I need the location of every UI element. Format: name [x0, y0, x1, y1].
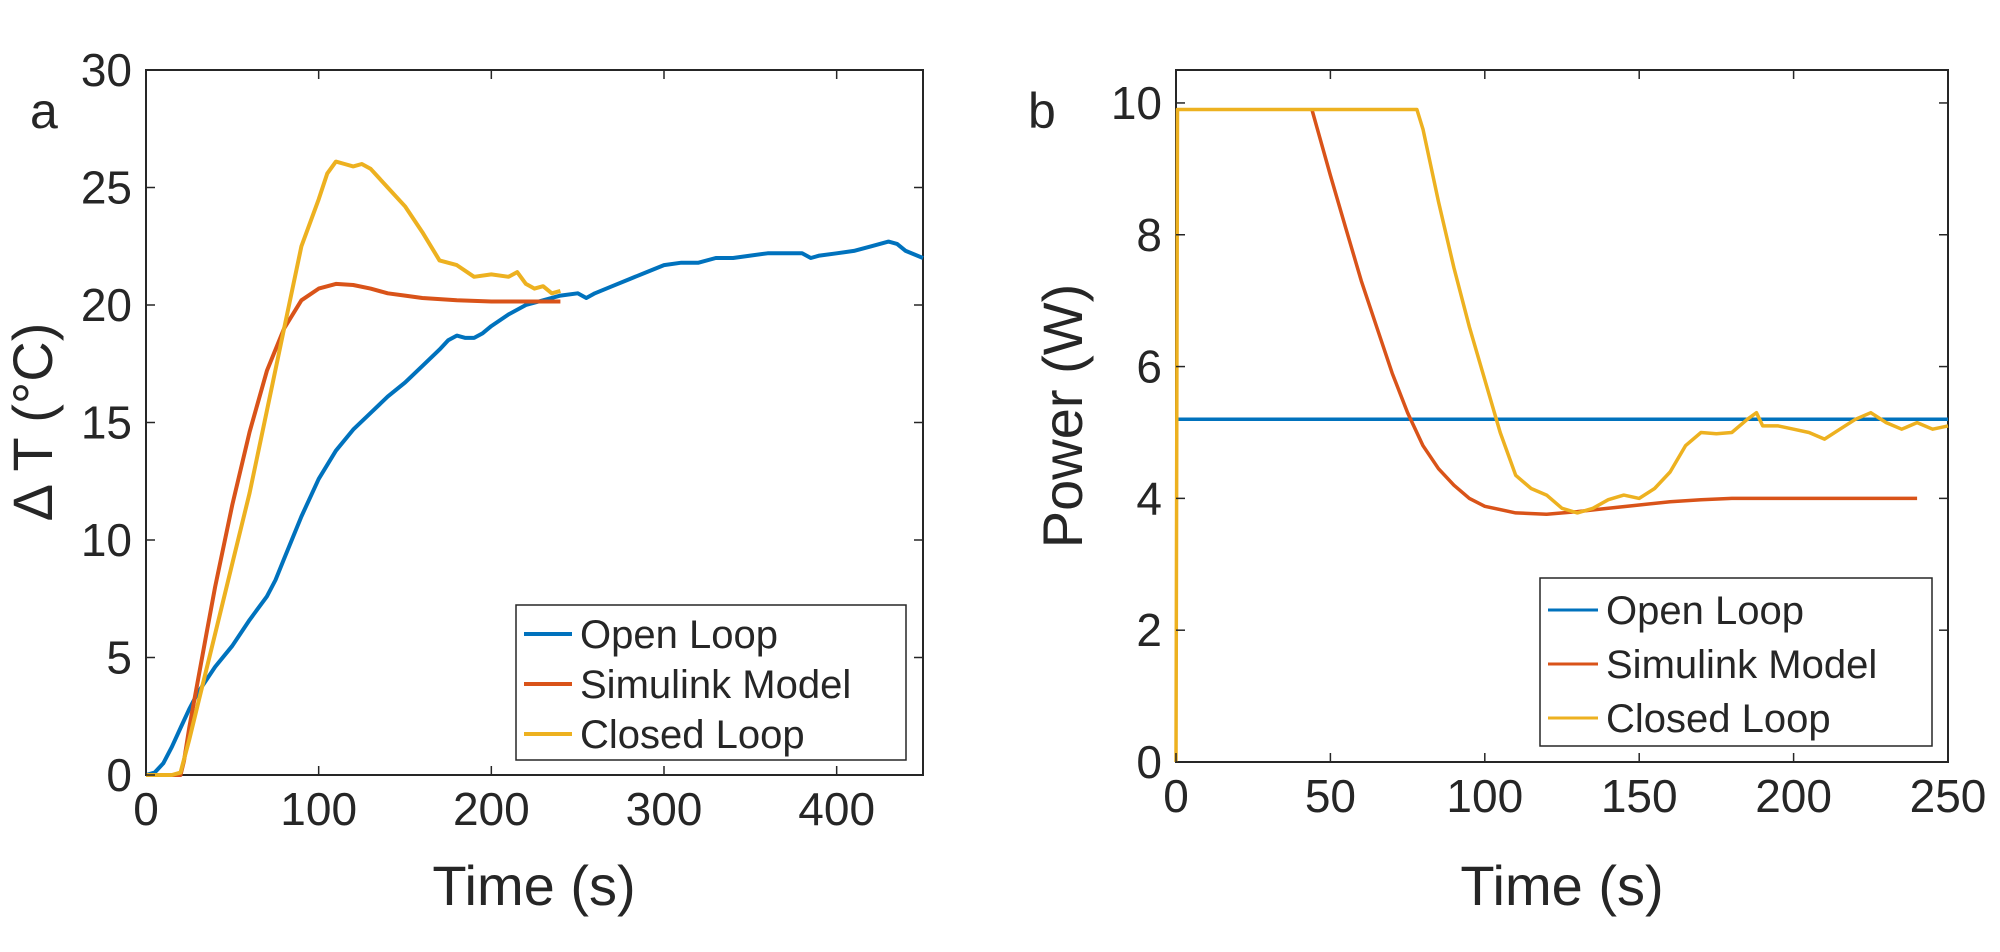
panel-a-x-tick-label: 0 — [133, 783, 159, 835]
panel-b-x-tick-label: 250 — [1910, 770, 1987, 822]
panel-a-y-tick-label: 20 — [81, 279, 132, 331]
panel-a-y-tick-label: 15 — [81, 397, 132, 449]
panel-b-x-tick-label: 200 — [1755, 770, 1832, 822]
panel-b-series-simulink-model — [1310, 109, 1918, 516]
panel-b-x-tick-label: 0 — [1163, 770, 1189, 822]
panel-a-x-tick-label: 300 — [626, 783, 703, 835]
panel-a-y-tick-label: 30 — [81, 44, 132, 96]
panel-a-chart: a 0 100 200 300 400 0 5 10 15 20 25 30 Time (s) Δ T… — [1, 44, 924, 917]
panel-a-x-tick-label: 400 — [798, 783, 875, 835]
panel-a-legend-label-simulink-model: Simulink Model — [580, 663, 851, 707]
panel-b-legend: Open Loop Simulink Model Closed Loop — [1539, 577, 1933, 747]
panel-a-legend-label-open-loop: Open Loop — [580, 613, 778, 657]
panel-b-y-axis-title: Power (W) — [1031, 284, 1094, 548]
panel-b-chart: b 0 50 100 150 200 250 0 2 4 6 8 10 Time (s) Power … — [1028, 69, 1987, 917]
panel-a-series-simulink-model — [146, 281, 561, 777]
panel-a-series-open-loop — [145, 239, 924, 777]
panel-b-y-tick-label: 10 — [1111, 77, 1162, 129]
panel-a-series — [145, 159, 924, 777]
panel-a-legend-box — [515, 604, 907, 761]
panel-a-series-closed-loop — [146, 159, 561, 777]
panel-b-legend-box — [1539, 577, 1933, 747]
panel-a-y-tick-label: 0 — [106, 749, 132, 801]
panel-a-legend-label-closed-loop: Closed Loop — [580, 713, 805, 757]
panel-b-ticks: 0 50 100 150 200 250 0 2 4 6 8 10 — [1111, 70, 1987, 822]
panel-a-x-axis-title: Time (s) — [432, 854, 635, 917]
panel-b-legend-label-open-loop: Open Loop — [1606, 589, 1804, 633]
panel-a-x-tick-label: 100 — [280, 783, 357, 835]
panel-a-y-tick-label: 10 — [81, 514, 132, 566]
panel-b-y-tick-label: 0 — [1136, 736, 1162, 788]
panel-b-series — [1174, 107, 1949, 763]
panel-b-x-axis-title: Time (s) — [1460, 854, 1663, 917]
panel-a-legend: Open Loop Simulink Model Closed Loop — [515, 604, 907, 761]
panel-a-y-tick-label: 25 — [81, 162, 132, 214]
panel-a-ticks: 0 100 200 300 400 0 5 10 15 20 25 30 — [81, 44, 923, 835]
panel-b-legend-label-simulink-model: Simulink Model — [1606, 643, 1877, 687]
panel-b-y-tick-label: 6 — [1136, 341, 1162, 393]
panel-b-series-closed-loop — [1174, 107, 1949, 763]
panel-b-x-tick-label: 50 — [1305, 770, 1356, 822]
panel-b-y-tick-label: 2 — [1136, 604, 1162, 656]
panel-a-y-tick-label: 5 — [106, 632, 132, 684]
panel-a-letter: a — [30, 83, 58, 139]
panel-b-letter: b — [1028, 83, 1056, 139]
panel-a-y-axis-title: Δ T (°C) — [1, 323, 64, 522]
panel-b-legend-label-closed-loop: Closed Loop — [1606, 697, 1831, 741]
panel-a-x-tick-label: 200 — [453, 783, 530, 835]
panel-b-x-tick-label: 100 — [1446, 770, 1523, 822]
panel-b-y-tick-label: 4 — [1136, 472, 1162, 524]
panel-b-x-tick-label: 150 — [1601, 770, 1678, 822]
panel-b-y-tick-label: 8 — [1136, 209, 1162, 261]
